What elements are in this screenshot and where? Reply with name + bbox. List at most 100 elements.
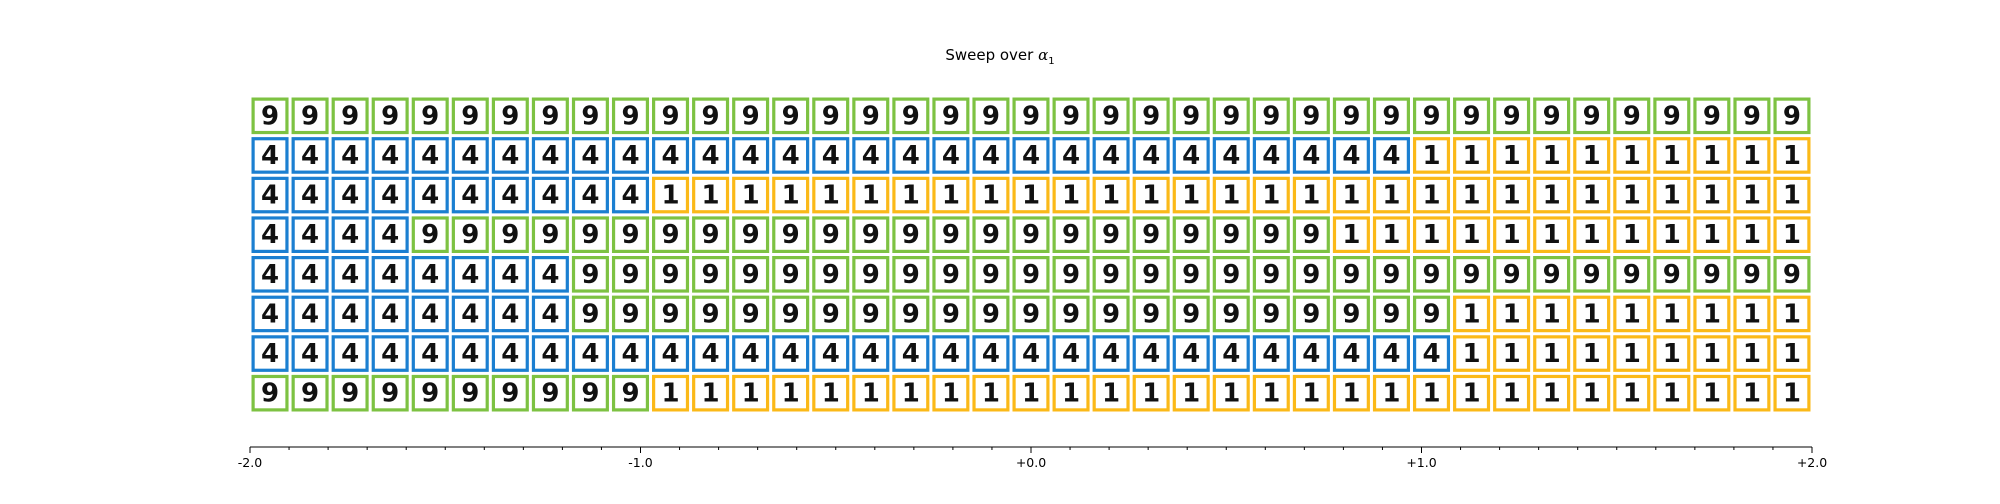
grid-cell: 9 (812, 97, 850, 135)
digit-glyph: 1 (1703, 299, 1721, 329)
cell-border (291, 374, 329, 412)
digit-glyph: 4 (541, 181, 559, 211)
grid-cell: 9 (1172, 256, 1210, 293)
grid-cell: 9 (1733, 97, 1771, 135)
digit-glyph: 9 (1222, 260, 1240, 290)
grid-cell: 1 (1012, 374, 1050, 412)
cell-border (1132, 176, 1170, 214)
cell-border (1533, 256, 1571, 293)
grid-cell: 4 (411, 256, 449, 293)
digit-glyph: 4 (702, 141, 720, 171)
grid-cell: 1 (1653, 137, 1691, 174)
cell-border (1733, 256, 1771, 293)
cell-border (1412, 374, 1451, 412)
grid-cell: 4 (611, 335, 650, 372)
digit-glyph: 4 (421, 141, 439, 171)
cell-border (1453, 137, 1491, 174)
grid-cell: 1 (1212, 374, 1250, 412)
x-tick-label: +1.0 (1406, 455, 1436, 470)
digit-glyph: 1 (1422, 220, 1440, 250)
cell-border (1212, 137, 1250, 174)
digit-glyph: 9 (1102, 260, 1120, 290)
digit-glyph: 9 (942, 101, 960, 131)
digit-glyph: 1 (1342, 379, 1360, 409)
digit-glyph: 9 (942, 220, 960, 250)
chart-title: Sweep over α1 (0, 46, 2000, 67)
grid-cell: 9 (772, 97, 810, 135)
grid-cell: 1 (1653, 335, 1691, 372)
digit-glyph: 9 (301, 379, 319, 409)
digit-glyph: 1 (1743, 220, 1761, 250)
cell-border (852, 256, 890, 293)
grid-cell: 9 (652, 216, 690, 254)
cell-border (411, 97, 449, 135)
grid-cell: 4 (1372, 335, 1410, 372)
grid-cell: 9 (932, 256, 970, 293)
x-tick-label: -1.0 (628, 455, 652, 470)
grid-cell: 4 (1292, 137, 1330, 174)
grid-cell: 9 (972, 256, 1010, 293)
digit-glyph: 9 (541, 220, 559, 250)
grid-cell: 4 (1332, 137, 1370, 174)
digit-glyph: 1 (1262, 181, 1280, 211)
cell-border (1733, 295, 1771, 333)
digit-glyph: 1 (982, 181, 1000, 211)
digit-glyph: 4 (501, 339, 519, 369)
grid-cell: 9 (1693, 97, 1731, 135)
digit-glyph: 9 (421, 379, 439, 409)
digit-glyph: 1 (1743, 299, 1761, 329)
grid-cell: 9 (1212, 295, 1250, 333)
digit-glyph: 1 (1102, 181, 1120, 211)
cell-border (692, 176, 730, 214)
digit-glyph: 1 (1663, 339, 1681, 369)
cell-border (331, 374, 369, 412)
digit-glyph: 9 (902, 299, 920, 329)
digit-glyph: 4 (621, 181, 639, 211)
digit-glyph: 4 (942, 339, 960, 369)
digit-glyph: 9 (1062, 299, 1080, 329)
cell-border (1172, 374, 1210, 412)
grid-cell: 4 (251, 335, 289, 372)
grid-cell: 9 (1212, 256, 1250, 293)
grid-cell: 4 (852, 137, 890, 174)
grid-cell: 4 (531, 335, 569, 372)
cell-border (1372, 137, 1410, 174)
digit-glyph: 9 (822, 299, 840, 329)
cell-border (571, 137, 609, 174)
digit-glyph: 1 (1463, 141, 1481, 171)
digit-glyph: 9 (661, 101, 679, 131)
cell-border (652, 176, 690, 214)
cell-border (1332, 335, 1370, 372)
digit-glyph: 1 (1663, 379, 1681, 409)
cell-border (1493, 256, 1531, 293)
digit-glyph: 1 (822, 379, 840, 409)
grid-cell: 4 (251, 295, 289, 333)
digit-glyph: 4 (381, 141, 399, 171)
grid-cell: 9 (1573, 256, 1611, 293)
cell-border (1653, 335, 1691, 372)
cell-border (571, 295, 609, 333)
cell-border (1052, 137, 1090, 174)
cell-border (1533, 374, 1571, 412)
digit-glyph: 9 (1022, 220, 1040, 250)
digit-glyph: 9 (982, 260, 1000, 290)
digit-glyph: 4 (501, 299, 519, 329)
cell-border (1613, 176, 1651, 214)
digit-glyph: 9 (301, 101, 319, 131)
digit-glyph: 4 (461, 181, 479, 211)
grid-cell: 9 (852, 216, 890, 254)
digit-glyph: 9 (1342, 260, 1360, 290)
title-text: Sweep over (945, 46, 1034, 64)
digit-glyph: 9 (782, 299, 800, 329)
digit-glyph: 9 (822, 220, 840, 250)
cell-border (1332, 97, 1370, 135)
grid-cell: 4 (331, 176, 369, 214)
grid-cell: 1 (1252, 176, 1290, 214)
digit-glyph: 1 (1503, 141, 1521, 171)
grid-cell: 9 (251, 374, 289, 412)
cell-border (1252, 335, 1290, 372)
digit-glyph: 4 (1262, 339, 1280, 369)
cell-border (611, 216, 650, 254)
grid-cell: 9 (732, 97, 770, 135)
